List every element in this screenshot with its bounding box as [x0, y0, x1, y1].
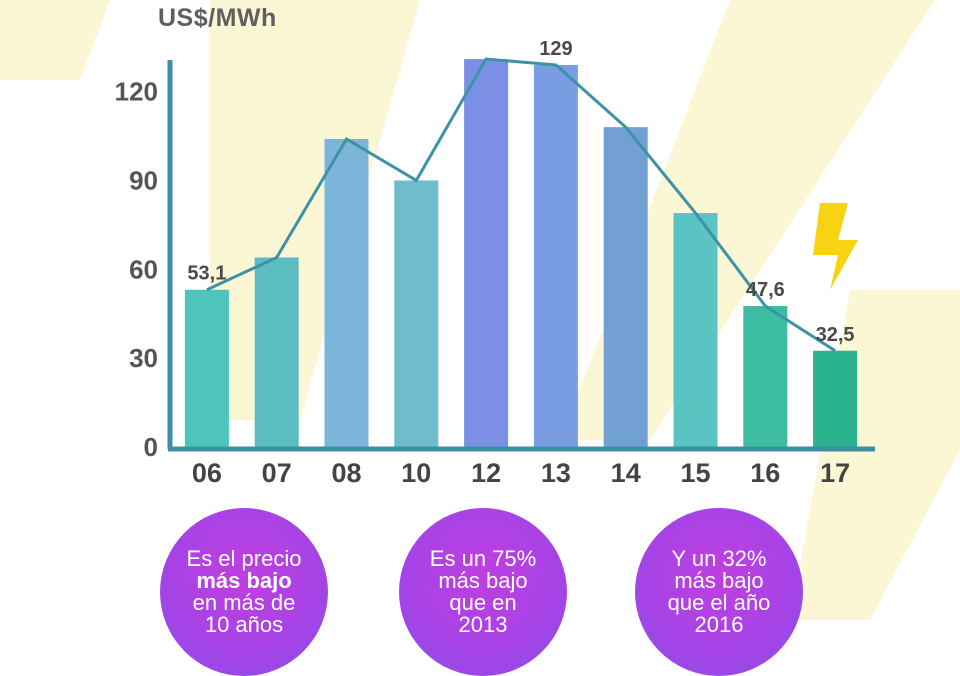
y-tick-label: 120 [115, 77, 158, 107]
bubble-text-line: 10 años [204, 612, 284, 637]
bubble-text-line: 2016 [694, 612, 744, 637]
bar-12 [464, 59, 509, 448]
x-tick-label: 12 [471, 458, 501, 488]
bubble-text-line: en más de [192, 590, 296, 615]
bar-07 [254, 257, 299, 447]
x-tick-label: 08 [331, 458, 361, 488]
bubble-text-line: más bajo [196, 568, 292, 593]
x-tick-label: 16 [750, 458, 780, 488]
data-label: 47,6 [746, 279, 785, 301]
info-bubble-vs-2016: Y un 32% más bajo que el año 2016 [635, 508, 803, 676]
x-tick-label: 10 [401, 458, 431, 488]
bar-14 [603, 127, 648, 448]
info-bubble-vs-2013: Es un 75% más bajo que en 2013 [399, 508, 567, 676]
bar-10 [394, 180, 439, 447]
bubble-text-line: más bajo [438, 568, 528, 593]
bubble-text-line: Y un 32% [671, 546, 767, 571]
info-bubble-lowest-price: Es el precio más bajo en más de 10 años [160, 508, 328, 676]
bubble-text-line: Es un 75% [429, 546, 537, 571]
labels-group: 0 30 60 90 120 06 07 08 10 12 13 14 15 16 17 53,1 129 47,… [115, 38, 855, 488]
x-tick-label: 17 [820, 458, 850, 488]
bubble-text-line: que en [449, 590, 517, 615]
bg-shape-bottom-right [790, 290, 960, 620]
data-label: 129 [539, 38, 572, 60]
bubble-text-line: 2013 [458, 612, 508, 637]
lightning-bolt-icon [813, 203, 858, 290]
data-label: 53,1 [187, 263, 226, 285]
bar-13 [533, 64, 578, 447]
bubble-text-line: que el año [667, 590, 771, 615]
y-tick-label: 30 [129, 343, 158, 373]
bar-15 [673, 213, 718, 447]
bg-shape-right-diagonal [560, 0, 935, 440]
x-tick-label: 06 [192, 458, 222, 488]
axes-group [167, 60, 875, 452]
bar-06 [184, 289, 229, 447]
bar-16 [743, 306, 788, 447]
y-tick-label: 0 [144, 432, 158, 462]
bar-08 [324, 139, 369, 447]
x-tick-label: 13 [541, 458, 571, 488]
y-tick-label: 90 [129, 165, 158, 195]
x-tick-label: 07 [262, 458, 292, 488]
bubble-text-line: Es el precio [186, 546, 302, 571]
price-bar-chart: 0 30 60 90 120 06 07 08 10 12 13 14 15 16 17 53,1 129 47,… [115, 38, 875, 488]
x-tick-label: 14 [611, 458, 641, 488]
bg-shape-top-left [0, 0, 110, 80]
bubble-text-line: más bajo [674, 568, 764, 593]
bars-group [184, 59, 858, 448]
y-tick-label: 60 [129, 254, 158, 284]
x-tick-label: 15 [680, 458, 710, 488]
trend-line [206, 57, 836, 353]
bar-17 [813, 350, 858, 447]
data-label: 32,5 [816, 324, 855, 346]
unit-label: US$/MWh [158, 4, 277, 32]
